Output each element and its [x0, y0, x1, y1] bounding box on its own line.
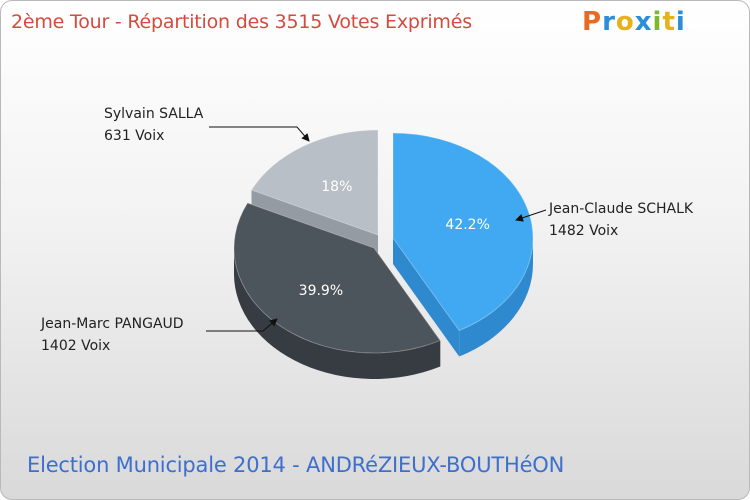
- legend-name-3: Sylvain SALLA: [104, 106, 204, 122]
- pie-percent-label-1: 42.2%: [445, 217, 489, 233]
- election-caption: Election Municipale 2014 - ANDRéZIEUX-BO…: [27, 453, 565, 477]
- pie-side-1: [459, 238, 533, 357]
- pie-side-2: [234, 248, 441, 379]
- chart-title: 2ème Tour - Répartition des 3515 Votes E…: [11, 11, 472, 33]
- legend-votes-3: 631 Voix: [104, 128, 164, 144]
- leader-line-2: [206, 318, 278, 332]
- legend-votes-1: 1482 Voix: [549, 223, 618, 239]
- legend-name-1: Jean-Claude SCHALK: [548, 201, 694, 217]
- pie-slice-1: [392, 132, 534, 332]
- legend-votes-2: 1402 Voix: [41, 338, 110, 354]
- pie-percent-label-3: 18%: [321, 179, 352, 195]
- leader-line-1: [515, 209, 547, 222]
- legend-name-2: Jean-Marc PANGAUD: [40, 316, 184, 332]
- proxiti-logo: Proxiti: [582, 7, 686, 37]
- pie-slice-3: [250, 129, 379, 236]
- leader-line-3: [209, 126, 310, 142]
- pie-cut-1-1: [393, 238, 460, 357]
- pie-percent-label-2: 39.9%: [299, 283, 343, 299]
